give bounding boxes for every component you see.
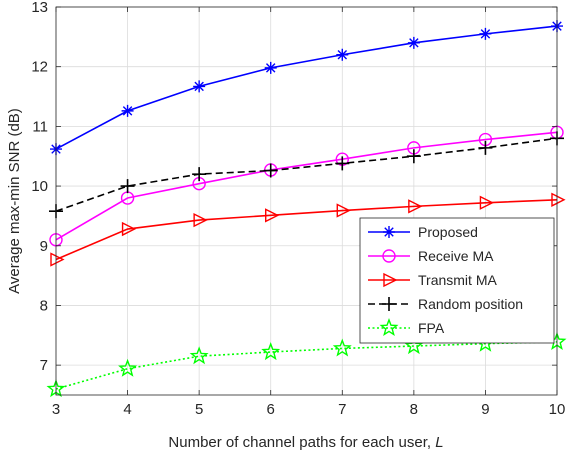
series-line [55,199,558,261]
series-transmit-ma [50,192,566,267]
legend-item: Receive MA [368,248,494,264]
x-tick-label: 6 [267,401,275,418]
legend-marker [383,226,395,238]
legend: Proposed Receive MA Transmit MA Random posi… [359,217,555,344]
x-tick-label: 5 [195,401,203,418]
series-line [55,137,558,212]
data-point [479,195,494,210]
x-tick-label: 4 [123,401,131,418]
data-point [261,342,281,361]
legend-label: FPA [418,320,445,336]
data-point [263,163,278,178]
data-point [407,36,420,49]
legend-item: Transmit MA [368,272,497,288]
y-tick-label: 11 [32,118,48,135]
legend-label: Random position [418,296,523,312]
data-point [404,336,424,355]
data-point [193,80,206,93]
series-layer [46,20,567,398]
data-point [121,104,134,117]
legend-item: Random position [368,296,523,312]
series-line [55,25,558,150]
legend-label: Receive MA [418,248,494,264]
x-tick-label: 7 [338,401,346,418]
series-line [55,341,558,390]
axes-box [55,6,558,396]
x-tick-label: 8 [410,401,418,418]
data-point [193,212,208,228]
legend-marker [379,318,399,337]
data-point [406,149,421,164]
data-point [332,338,352,357]
legend-item: FPA [368,318,445,337]
series-line [55,131,558,241]
data-point [551,192,566,207]
legend-marker [382,249,396,263]
data-point [265,208,280,223]
y-tick-label: 13 [31,0,48,16]
series-fpa [46,331,567,398]
y-tick-label: 10 [31,178,48,195]
series-random-position [49,131,564,219]
data-point [189,346,209,365]
legend-marker [382,297,396,311]
legend-label: Transmit MA [418,272,497,288]
x-axis-title: Number of channel paths for each user, L [168,434,443,451]
y-tick-label: 8 [40,297,48,314]
legend-label: Proposed [418,224,478,240]
data-point [121,221,137,237]
data-point [120,179,135,194]
axis-ticks: 3 4 5 6 7 8 9 10 7 8 9 10 11 12 13 [31,0,565,418]
data-point [192,167,207,182]
data-point [50,252,65,267]
legend-item: Proposed [368,224,478,240]
data-point [336,203,351,218]
x-tick-label: 3 [52,401,60,418]
x-tick-label: 10 [549,401,566,418]
y-tick-label: 12 [31,59,48,76]
legend-marker [383,272,398,288]
data-point [479,27,492,40]
data-point [118,358,138,377]
data-point [408,199,423,214]
data-point [264,61,277,74]
x-tick-label: 9 [481,401,489,418]
y-axis-title: Average max-min SNR (dB) [6,108,23,294]
x-axis-variable: L [435,434,443,451]
data-point [335,156,350,171]
data-point [478,140,493,155]
data-point [336,48,349,61]
y-tick-label: 7 [40,357,48,374]
y-tick-label: 9 [40,238,48,255]
